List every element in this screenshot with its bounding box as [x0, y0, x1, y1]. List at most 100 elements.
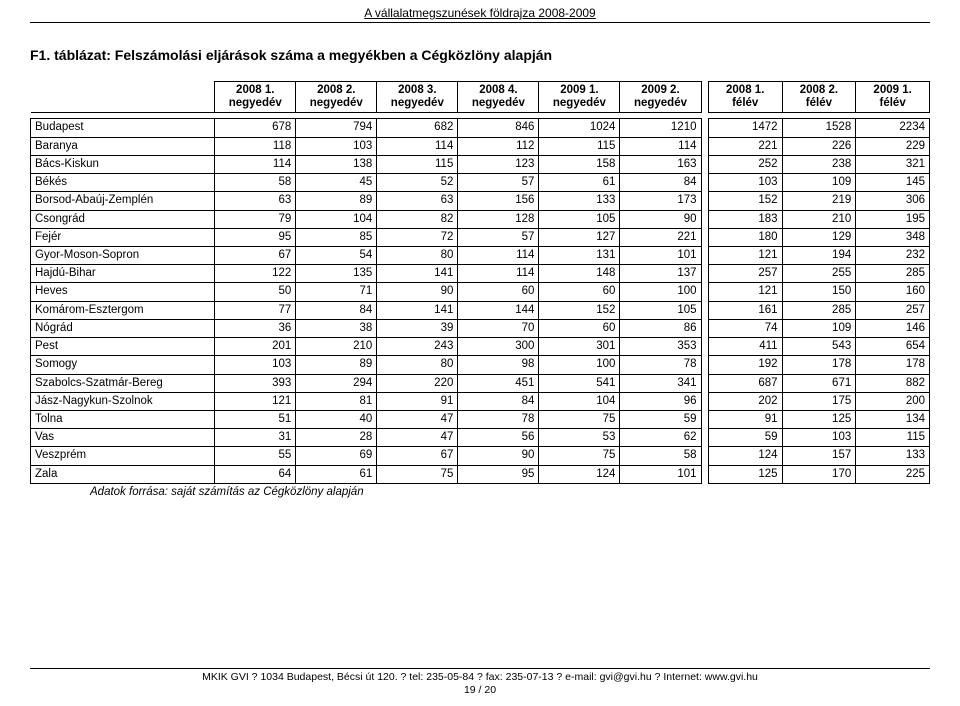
data-cell: 393 [215, 374, 296, 392]
data-cell: 60 [539, 319, 620, 337]
gap-cell [701, 137, 708, 155]
table-row: Veszprém556967907558124157133 [31, 447, 930, 465]
data-cell: 77 [215, 301, 296, 319]
data-cell: 101 [620, 246, 701, 264]
table-row: Borsod-Abaúj-Zemplén63896315613317315221… [31, 192, 930, 210]
table-container: 2008 1.negyedév 2008 2.negyedév 2008 3.n… [30, 81, 930, 484]
data-cell: 104 [296, 210, 377, 228]
table-row: Pest201210243300301353411543654 [31, 338, 930, 356]
table-row: Hajdú-Bihar122135141114148137257255285 [31, 265, 930, 283]
table-row: Fejér95857257127221180129348 [31, 228, 930, 246]
col-header-q5: 2009 2.negyedév [620, 82, 701, 113]
data-cell: 220 [377, 374, 458, 392]
data-cell: 141 [377, 301, 458, 319]
data-cell: 56 [458, 429, 539, 447]
region-cell: Gyor-Moson-Sopron [31, 246, 215, 264]
region-cell: Csongrád [31, 210, 215, 228]
data-cell: 229 [856, 137, 930, 155]
data-cell: 105 [539, 210, 620, 228]
data-cell: 152 [708, 192, 782, 210]
data-cell: 183 [708, 210, 782, 228]
data-cell: 96 [620, 392, 701, 410]
data-cell: 411 [708, 338, 782, 356]
data-cell: 63 [215, 192, 296, 210]
data-cell: 45 [296, 174, 377, 192]
data-cell: 148 [539, 265, 620, 283]
gap-cell [701, 246, 708, 264]
data-cell: 243 [377, 338, 458, 356]
data-cell: 40 [296, 410, 377, 428]
region-cell: Pest [31, 338, 215, 356]
data-cell: 178 [782, 356, 856, 374]
data-cell: 103 [708, 174, 782, 192]
data-cell: 61 [539, 174, 620, 192]
gap-cell [701, 465, 708, 483]
data-cell: 127 [539, 228, 620, 246]
data-cell: 104 [539, 392, 620, 410]
data-cell: 180 [708, 228, 782, 246]
col-header-h2: 2009 1.félév [856, 82, 930, 113]
data-cell: 125 [708, 465, 782, 483]
data-cell: 238 [782, 155, 856, 173]
data-cell: 150 [782, 283, 856, 301]
data-cell: 134 [856, 410, 930, 428]
data-cell: 451 [458, 374, 539, 392]
data-cell: 210 [782, 210, 856, 228]
data-cell: 121 [708, 283, 782, 301]
gap-cell [701, 228, 708, 246]
gap-cell [701, 410, 708, 428]
data-cell: 67 [377, 447, 458, 465]
region-cell: Somogy [31, 356, 215, 374]
data-cell: 52 [377, 174, 458, 192]
region-cell: Vas [31, 429, 215, 447]
data-cell: 118 [215, 137, 296, 155]
data-cell: 210 [296, 338, 377, 356]
gap-cell [701, 392, 708, 410]
data-cell: 152 [539, 301, 620, 319]
col-header-q2: 2008 3.negyedév [377, 82, 458, 113]
region-cell: Nógrád [31, 319, 215, 337]
data-cell: 78 [458, 410, 539, 428]
data-cell: 86 [620, 319, 701, 337]
region-cell: Borsod-Abaúj-Zemplén [31, 192, 215, 210]
data-cell: 31 [215, 429, 296, 447]
data-cell: 341 [620, 374, 701, 392]
data-cell: 47 [377, 429, 458, 447]
data-cell: 114 [458, 265, 539, 283]
region-cell: Komárom-Esztergom [31, 301, 215, 319]
data-cell: 70 [458, 319, 539, 337]
data-cell: 53 [539, 429, 620, 447]
data-cell: 57 [458, 174, 539, 192]
data-cell: 103 [215, 356, 296, 374]
data-cell: 175 [782, 392, 856, 410]
data-cell: 301 [539, 338, 620, 356]
data-cell: 80 [377, 356, 458, 374]
data-cell: 163 [620, 155, 701, 173]
data-cell: 145 [856, 174, 930, 192]
region-cell: Veszprém [31, 447, 215, 465]
data-cell: 121 [708, 246, 782, 264]
table-head: 2008 1.negyedév 2008 2.negyedév 2008 3.n… [31, 82, 930, 113]
data-cell: 78 [620, 356, 701, 374]
data-cell: 133 [856, 447, 930, 465]
data-cell: 146 [856, 319, 930, 337]
data-cell: 135 [296, 265, 377, 283]
table-title: F1. táblázat: Felszámolási eljárások szá… [30, 47, 960, 63]
table-row: Budapest67879468284610241210147215282234 [31, 119, 930, 137]
data-cell: 158 [539, 155, 620, 173]
col-header-q1: 2008 2.negyedév [296, 82, 377, 113]
data-cell: 72 [377, 228, 458, 246]
page-number: 19 / 20 [30, 684, 930, 696]
data-cell: 90 [620, 210, 701, 228]
region-cell: Budapest [31, 119, 215, 137]
region-cell: Hajdú-Bihar [31, 265, 215, 283]
data-table: 2008 1.negyedév 2008 2.negyedév 2008 3.n… [30, 81, 930, 484]
page-footer: MKIK GVI ? 1034 Budapest, Bécsi út 120. … [30, 668, 930, 696]
data-cell: 285 [856, 265, 930, 283]
data-cell: 682 [377, 119, 458, 137]
header-gap [701, 82, 708, 113]
data-cell: 257 [856, 301, 930, 319]
data-cell: 59 [708, 429, 782, 447]
data-cell: 54 [296, 246, 377, 264]
data-cell: 200 [856, 392, 930, 410]
